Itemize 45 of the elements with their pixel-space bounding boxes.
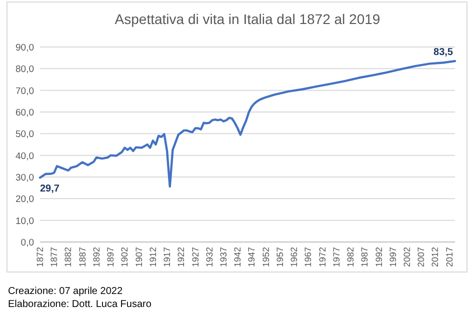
y-tick-label: 0,0: [20, 238, 34, 248]
x-tick-label: 1947: [246, 247, 257, 268]
x-tick-label: 1902: [120, 247, 130, 268]
x-tick-label: 1932: [204, 247, 214, 268]
x-tick-label: 1897: [106, 247, 116, 268]
data-label: 29,7: [40, 184, 60, 195]
x-tick-label: 2007: [416, 247, 426, 268]
x-tick-label: 2017: [444, 247, 454, 268]
x-tick-label: 1992: [374, 247, 384, 268]
y-tick-label: 30,0: [16, 172, 34, 184]
x-tick-label: 1887: [77, 247, 88, 268]
x-tick-label: 1962: [289, 247, 300, 268]
y-tick-label: 80,0: [16, 64, 34, 76]
x-tick-label: 1997: [388, 247, 398, 268]
text: Elaborazione: Dott. Luca Fusaro: [8, 299, 152, 310]
x-tick-label: 1937: [218, 247, 229, 268]
y-tick-label: 10,0: [16, 216, 34, 227]
y-tick-label: 70,0: [16, 86, 34, 97]
x-tick-label: 2002: [402, 247, 412, 268]
y-tick-label: 40,0: [16, 150, 34, 162]
chart-title: Aspettativa di vita in Italia dal 1872 al 2019: [114, 11, 380, 27]
x-tick-label: 1877: [49, 247, 60, 268]
x-tick-label: 1967: [303, 247, 314, 268]
y-tick-label: 90,0: [16, 42, 34, 54]
y-tick-label: 20,0: [16, 194, 34, 206]
x-tick-label: 1907: [134, 247, 144, 268]
x-tick-label: 1957: [274, 247, 285, 268]
x-tick-label: 1927: [190, 247, 200, 268]
x-tick-label: 1987: [360, 247, 370, 268]
x-tick-label: 1912: [148, 247, 158, 268]
x-tick-label: 1982: [346, 247, 356, 268]
x-tick-label: 1972: [317, 247, 328, 268]
x-tick-label: 1977: [331, 247, 342, 268]
x-tick-label: 1922: [176, 247, 186, 268]
x-tick-label: 2012: [430, 247, 440, 268]
x-tick-label: 1872: [35, 247, 45, 268]
x-tick-label: 1917: [162, 247, 172, 268]
x-tick-label: 1952: [260, 247, 271, 268]
x-tick-label: 1892: [91, 247, 102, 268]
text: Creazione: 07 aprile 2022: [8, 286, 123, 297]
y-tick-label: 60,0: [16, 108, 34, 118]
data-label: 83,5: [434, 47, 454, 58]
x-tick-label: 1942: [232, 247, 243, 268]
y-tick-label: 50,0: [16, 129, 34, 140]
x-tick-label: 1882: [63, 247, 74, 268]
